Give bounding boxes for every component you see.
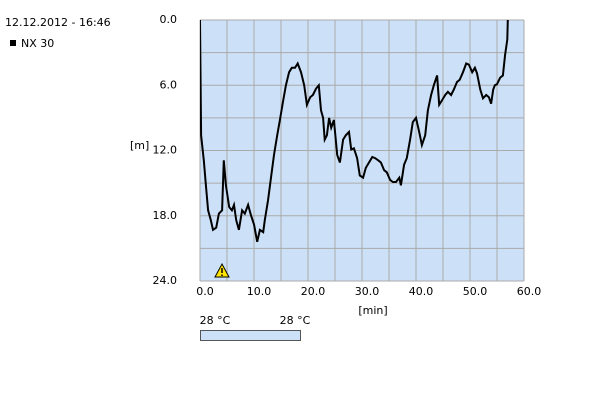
x-tick-label: 30.0 [355,285,380,298]
y-tick-label: 12.0 [153,144,178,157]
x-tick-label: 0.0 [196,285,214,298]
x-tick-label: 60.0 [517,285,542,298]
temperature-label: 28 °C [200,314,231,327]
x-tick-label: 20.0 [301,285,326,298]
temperature-bar [200,330,301,341]
x-tick-label: 50.0 [463,285,488,298]
x-tick-label: 40.0 [409,285,434,298]
y-tick-label: 6.0 [160,78,178,91]
chart-title: 12.12.2012 - 16:46 [5,16,111,29]
x-axis-label: [min] [358,304,387,317]
y-tick-label: 18.0 [153,209,178,222]
y-tick-label: 0.0 [160,13,178,26]
x-tick-label: 10.0 [247,285,272,298]
legend-swatch [10,40,16,46]
y-tick-label: 24.0 [153,274,178,287]
legend-label: NX 30 [21,37,54,50]
y-axis-label: [m] [130,139,149,152]
temperature-label: 28 °C [280,314,311,327]
depth-line [200,19,509,243]
